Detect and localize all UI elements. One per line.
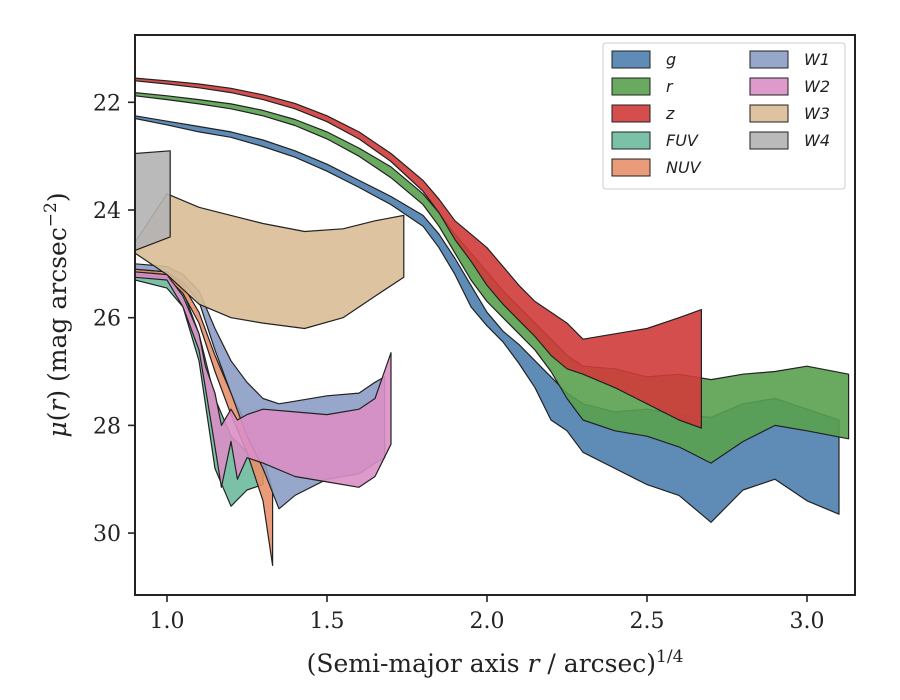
x-tick-label: 2.5 — [630, 609, 665, 634]
x-tick-label: 1.5 — [310, 609, 345, 634]
legend-swatch-w2 — [749, 77, 789, 96]
x-axis: 1.0 1.5 2.0 2.5 3.0 — [150, 595, 825, 634]
legend-label-w4: W4 — [804, 131, 830, 150]
y-axis: 22 24 26 28 30 — [93, 91, 135, 547]
legend-label-fuv: FUV — [666, 131, 699, 150]
x-tick-label: 3.0 — [790, 609, 825, 634]
band-w2 — [135, 271, 392, 488]
band-w3 — [135, 193, 405, 330]
legend-label-w3: W3 — [804, 104, 830, 123]
legend-swatch-g — [611, 50, 651, 69]
legend-label-w1: W1 — [804, 50, 830, 69]
legend-swatch-nuv — [611, 158, 651, 177]
x-tick-label: 1.0 — [150, 609, 185, 634]
legend-swatch-w1 — [749, 50, 789, 69]
legend: grz FUV NUV W1 W2 W3 W4 — [602, 42, 846, 190]
legend-swatch-fuv — [611, 131, 651, 150]
legend-swatch-w3 — [749, 104, 789, 123]
legend-swatch-w4 — [749, 131, 789, 150]
legend-label-g: g — [666, 50, 676, 69]
y-axis-label: μ(r) (mag arcsec−2) — [41, 192, 72, 437]
band-z — [135, 77, 702, 429]
plot-frame — [134, 34, 856, 596]
legend-label-nuv: NUV — [666, 158, 702, 177]
band-nuv — [135, 268, 274, 566]
y-tick-label: 22 — [93, 91, 121, 116]
y-tick-label: 30 — [93, 522, 121, 547]
legend-label-r: r — [666, 77, 674, 96]
plot-area — [135, 77, 850, 566]
x-axis-label: (Semi-major axis r / arcsec)1/4 — [307, 647, 684, 678]
legend-swatch-z — [611, 104, 651, 123]
y-tick-label: 24 — [93, 199, 121, 224]
legend-label-z: z — [665, 104, 675, 123]
legend-label-w2: W2 — [804, 77, 830, 96]
x-tick-label: 2.0 — [470, 609, 505, 634]
y-tick-label: 26 — [93, 307, 121, 332]
legend-swatch-r — [611, 77, 651, 96]
y-tick-label: 28 — [93, 414, 121, 439]
band-w4 — [135, 150, 171, 251]
